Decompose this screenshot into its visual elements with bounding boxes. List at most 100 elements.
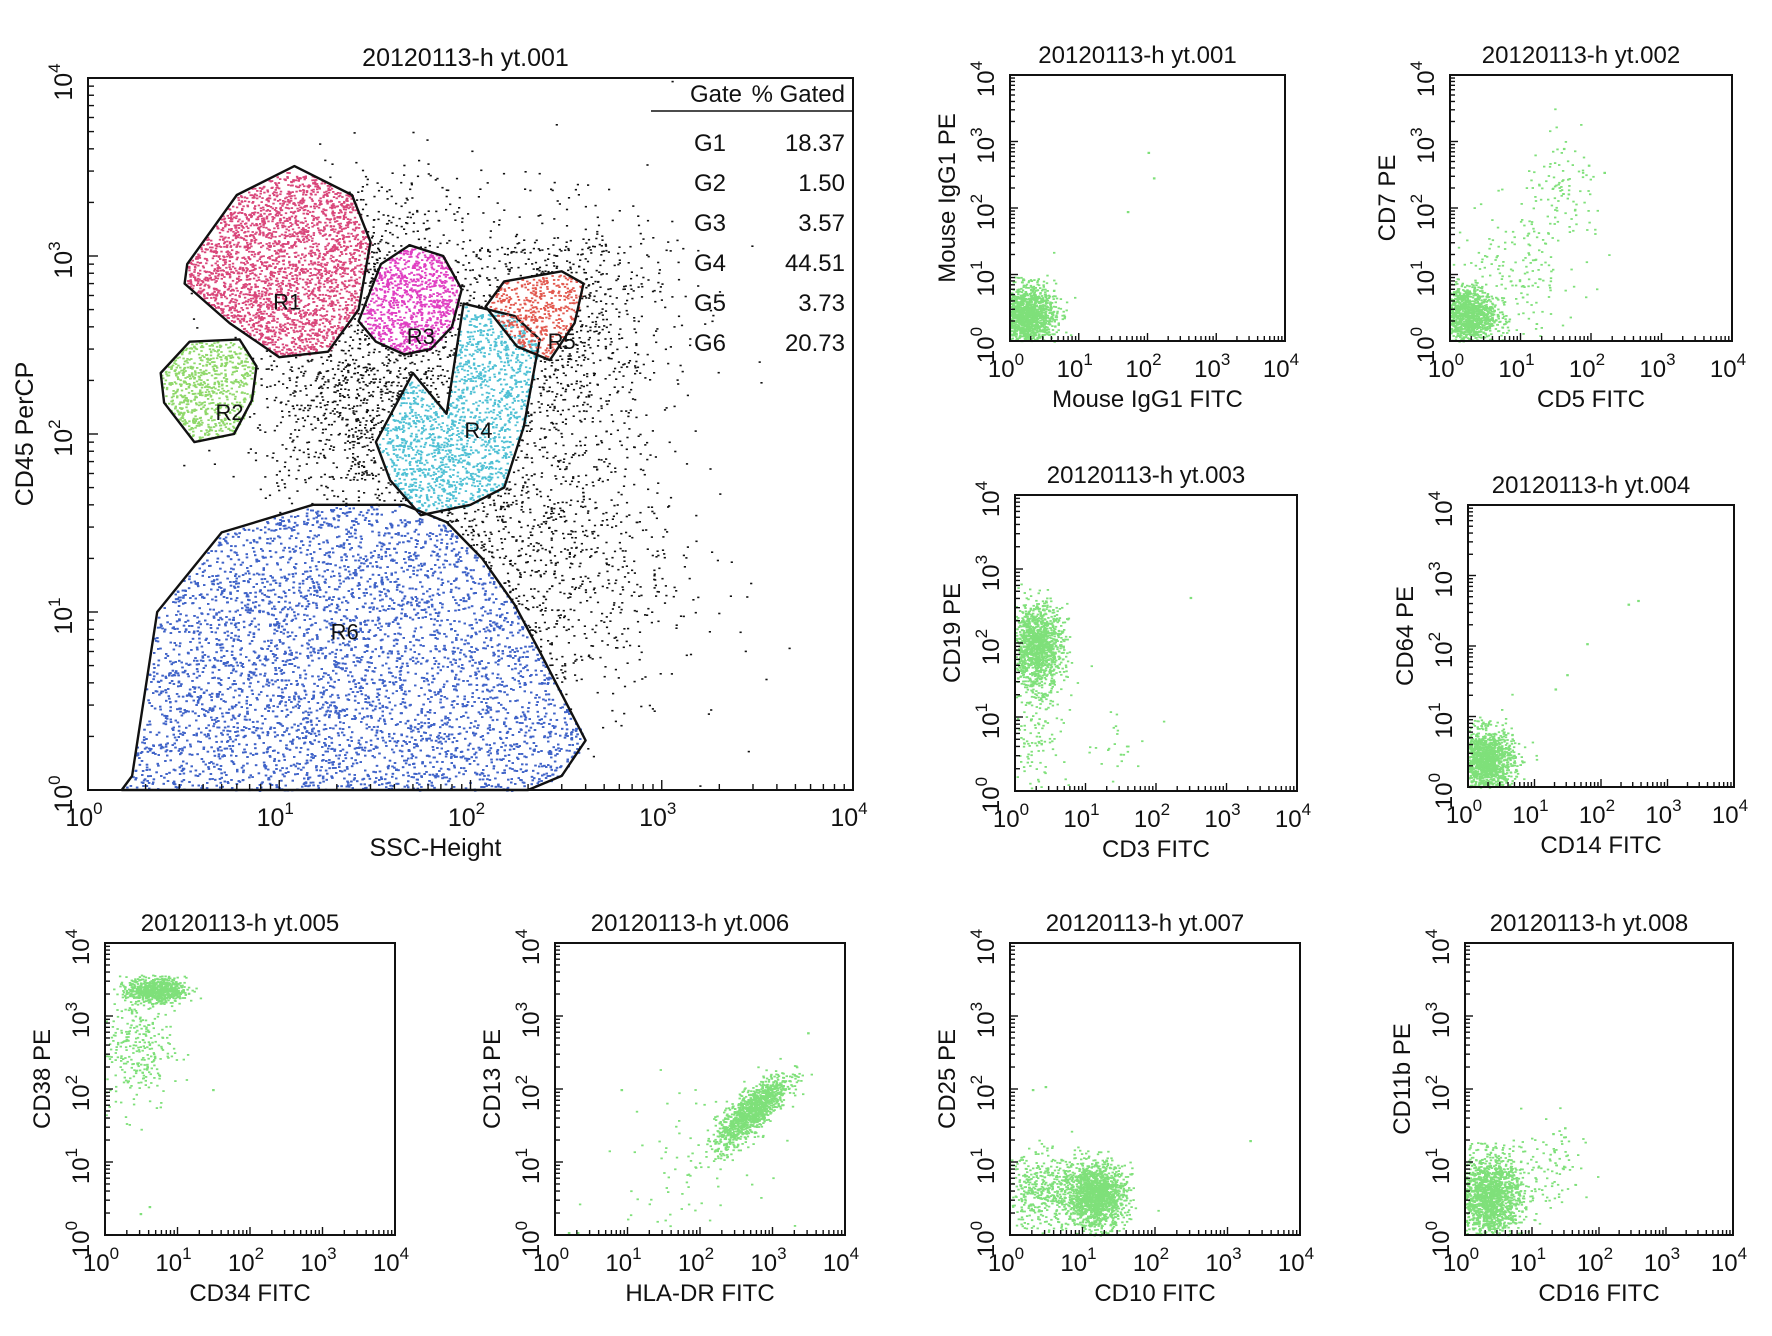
event-dot [683, 616, 685, 618]
event-dot [296, 275, 298, 277]
event-dot [311, 226, 313, 228]
event-dot [665, 585, 667, 587]
event-dot [320, 393, 322, 395]
event-dot [618, 246, 620, 248]
event-dot [361, 251, 363, 253]
event-dot [331, 260, 333, 262]
event-dot [719, 493, 721, 495]
event-dot [320, 229, 322, 231]
event-dot [322, 429, 324, 431]
event-dot [604, 294, 606, 296]
event-dot [560, 383, 562, 385]
event-dot [215, 255, 217, 257]
event-dot [575, 360, 577, 362]
event-dot [249, 278, 251, 280]
event-dot [341, 371, 343, 373]
event-dot [269, 198, 271, 200]
event-dot [585, 592, 587, 594]
event-dot [189, 274, 191, 276]
event-dot [273, 194, 275, 196]
event-dot [585, 475, 587, 477]
event-dot [314, 348, 316, 350]
event-dot [224, 283, 226, 285]
event-dot [303, 213, 305, 215]
event-dot [308, 303, 310, 305]
event-dot [218, 307, 220, 309]
event-dot [330, 434, 332, 436]
event-dot [347, 363, 349, 365]
event-dot [315, 268, 317, 270]
event-dot [521, 450, 523, 452]
event-dot [271, 233, 273, 235]
event-dot [260, 242, 262, 244]
event-dot [192, 285, 194, 287]
event-dot [287, 235, 289, 237]
event-dot [282, 260, 284, 262]
event-dot [334, 421, 336, 423]
event-dot [266, 304, 268, 306]
event-dot [326, 404, 328, 406]
event-dot [537, 378, 539, 380]
event-dot [626, 437, 628, 439]
event-dot [322, 432, 324, 434]
event-dot [229, 284, 231, 286]
event-dot [308, 322, 310, 324]
event-dot [195, 258, 197, 260]
event-dot [579, 411, 581, 413]
event-dot [581, 549, 583, 551]
event-dot [568, 197, 570, 199]
event-dot [620, 521, 622, 523]
event-dot [282, 283, 284, 285]
event-dot [658, 591, 660, 593]
event-dot [631, 271, 633, 273]
event-dot [317, 340, 319, 342]
event-dot [496, 549, 498, 551]
event-dot [326, 282, 328, 284]
event-dot [577, 397, 579, 399]
event-dot [350, 468, 352, 470]
event-dot [543, 383, 545, 385]
event-dot [545, 599, 547, 601]
event-dot [234, 299, 236, 301]
event-dot [342, 501, 344, 503]
event-dot [237, 231, 239, 233]
event-dot [374, 460, 376, 462]
event-dot [667, 363, 669, 365]
event-dot [320, 277, 322, 279]
event-dot [284, 220, 286, 222]
event-dot [509, 262, 511, 264]
event-dot [281, 255, 283, 257]
event-dot [296, 279, 298, 281]
event-dot [353, 406, 355, 408]
event-dot [279, 218, 281, 220]
event-dot [259, 429, 261, 431]
event-dot [199, 288, 201, 290]
event-dot [261, 385, 263, 387]
event-dot [334, 304, 336, 306]
event-dot [550, 513, 552, 515]
event-dot [581, 679, 583, 681]
event-dot [346, 320, 348, 322]
event-dot [636, 611, 638, 613]
event-dot [274, 250, 276, 252]
event-dot [481, 545, 483, 547]
event-dot [231, 249, 233, 251]
event-dot [222, 294, 224, 296]
event-dot [267, 233, 269, 235]
event-dot [366, 472, 368, 474]
event-dot [634, 352, 636, 354]
event-dot [285, 404, 287, 406]
event-dot [325, 191, 327, 193]
event-dot [378, 351, 380, 353]
event-dot [334, 374, 336, 376]
event-dot [328, 329, 330, 331]
event-dot [264, 294, 266, 296]
event-dot [242, 309, 244, 311]
event-dot [217, 264, 219, 266]
event-dot [262, 224, 264, 226]
event-dot [568, 409, 570, 411]
event-dot [582, 531, 584, 533]
event-dot [310, 405, 312, 407]
event-dot [555, 674, 557, 676]
event-dot [622, 375, 624, 377]
